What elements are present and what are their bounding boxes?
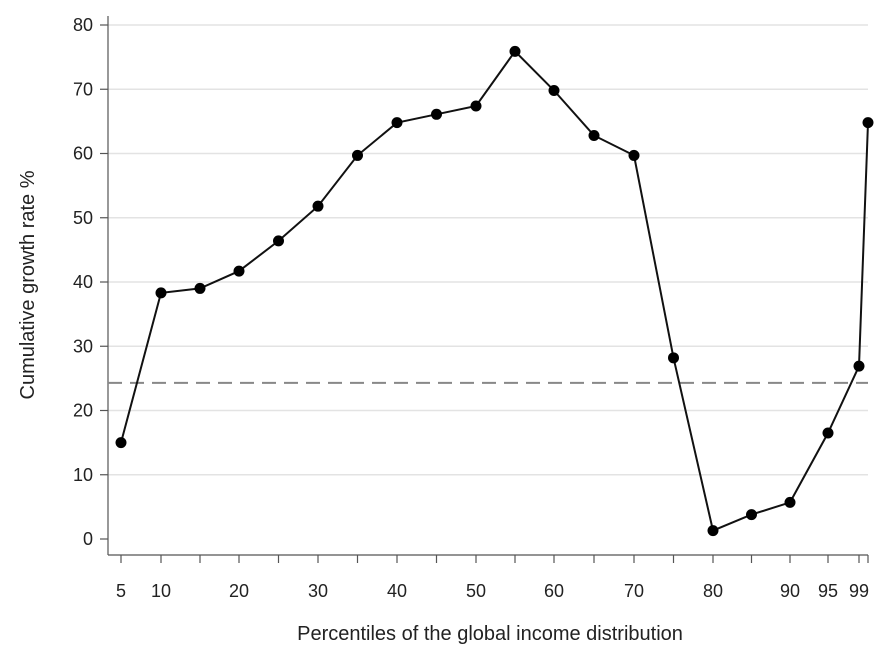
data-point	[853, 360, 865, 372]
data-point	[194, 282, 206, 294]
data-point	[668, 352, 679, 364]
series-line	[120, 49, 869, 532]
y-tick-label: 10	[73, 465, 93, 485]
x-tick-label: 80	[703, 581, 723, 601]
x-tick-label: 20	[229, 581, 249, 601]
data-point	[312, 200, 324, 212]
data-point	[628, 149, 640, 161]
x-tick-label: 10	[151, 581, 171, 601]
y-tick-label: 0	[83, 529, 93, 549]
data-point	[746, 509, 757, 521]
x-tick-label: 5	[116, 581, 126, 601]
data-point	[862, 117, 874, 129]
y-axis-title: Cumulative growth rate %	[17, 170, 39, 399]
x-axis-title: Percentiles of the global income distrib…	[297, 623, 683, 645]
data-point	[588, 130, 600, 142]
data-point	[391, 117, 403, 129]
y-tick-label: 50	[73, 208, 93, 228]
y-tick-label: 20	[73, 401, 93, 421]
x-tick-label: 40	[387, 581, 407, 601]
x-tick-label: 70	[624, 581, 644, 601]
data-point	[784, 496, 796, 508]
data-point	[548, 85, 560, 97]
x-tick-label: 50	[466, 581, 486, 601]
data-point	[115, 437, 127, 449]
y-tick-label: 70	[73, 79, 93, 99]
y-tick-label: 60	[73, 144, 93, 164]
y-tick-label: 80	[73, 15, 93, 35]
x-tick-label: 60	[544, 581, 564, 601]
y-axis-ticks: 0 10 20 30 40 50 60 70 80	[73, 15, 108, 549]
data-point	[233, 265, 245, 277]
data-points	[115, 45, 874, 537]
data-point	[470, 100, 482, 112]
data-point	[155, 287, 167, 299]
data-point	[273, 235, 284, 247]
x-axis-ticks: 5 10 20 30 40 50 60 70 80 90 95 99	[116, 555, 869, 601]
data-point	[352, 149, 363, 161]
gridlines	[108, 24, 868, 476]
x-tick-label: 90	[780, 581, 800, 601]
data-point	[707, 525, 719, 537]
y-tick-label: 30	[73, 336, 93, 356]
y-tick-label: 40	[73, 272, 93, 292]
data-point	[509, 45, 521, 57]
x-tick-label: 95	[818, 581, 838, 601]
data-point	[822, 427, 834, 439]
data-point	[431, 108, 442, 120]
x-tick-label: 99	[849, 581, 869, 601]
x-tick-label: 30	[308, 581, 328, 601]
